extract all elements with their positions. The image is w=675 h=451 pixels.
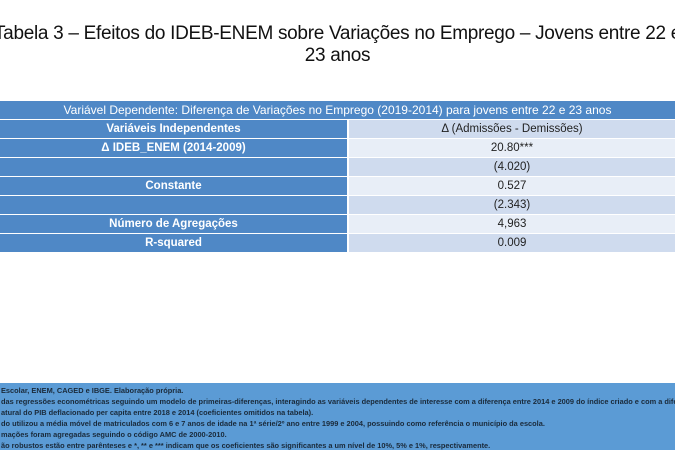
table-title-line-1: Tabela 3 – Efeitos do IDEB-ENEM sobre Va… bbox=[0, 23, 675, 44]
row-label: Δ IDEB_ENEM (2014-2009) bbox=[0, 139, 347, 158]
row-value: (2.343) bbox=[347, 196, 675, 215]
row-value: (4.020) bbox=[347, 158, 675, 177]
row-label: Constante bbox=[0, 177, 347, 196]
note-line: das regressões econométricas seguindo um… bbox=[1, 397, 675, 406]
row-label bbox=[0, 158, 347, 177]
row-value: 4,963 bbox=[347, 215, 675, 234]
note-line: atural do PIB deflacionado per capita en… bbox=[1, 408, 314, 417]
table-notes: Escolar, ENEM, CAGED e IBGE. Elaboração … bbox=[0, 383, 675, 450]
table-row: Δ IDEB_ENEM (2014-2009) 20.80*** bbox=[0, 139, 675, 158]
row-label bbox=[0, 196, 347, 215]
table-title-line-2: 23 anos bbox=[304, 45, 371, 66]
note-line: mações foram agregadas seguindo o código… bbox=[1, 430, 227, 439]
table-row: (4.020) bbox=[0, 158, 675, 177]
row-value: 20.80*** bbox=[347, 139, 675, 158]
table-row: (2.343) bbox=[0, 196, 675, 215]
regression-table: Variável Dependente: Diferença de Variaç… bbox=[0, 101, 675, 253]
row-label: Número de Agregações bbox=[0, 215, 347, 234]
header-independent-variables: Variáveis Independentes bbox=[0, 120, 347, 139]
table-caption: Variável Dependente: Diferença de Variaç… bbox=[0, 101, 675, 120]
table-header-row: Variáveis Independentes Δ (Admissões - D… bbox=[0, 120, 675, 139]
note-line: ão robustos estão entre parênteses e *, … bbox=[1, 441, 491, 450]
row-value: 0.009 bbox=[347, 234, 675, 253]
note-line: Escolar, ENEM, CAGED e IBGE. Elaboração … bbox=[1, 386, 184, 395]
note-line: do utilizou a média móvel de matriculado… bbox=[1, 419, 545, 428]
table-row: Constante 0.527 bbox=[0, 177, 675, 196]
row-label: R-squared bbox=[0, 234, 347, 253]
header-dependent-variable: Δ (Admissões - Demissões) bbox=[347, 120, 675, 139]
table-row: Número de Agregações 4,963 bbox=[0, 215, 675, 234]
table-row: R-squared 0.009 bbox=[0, 234, 675, 253]
row-value: 0.527 bbox=[347, 177, 675, 196]
